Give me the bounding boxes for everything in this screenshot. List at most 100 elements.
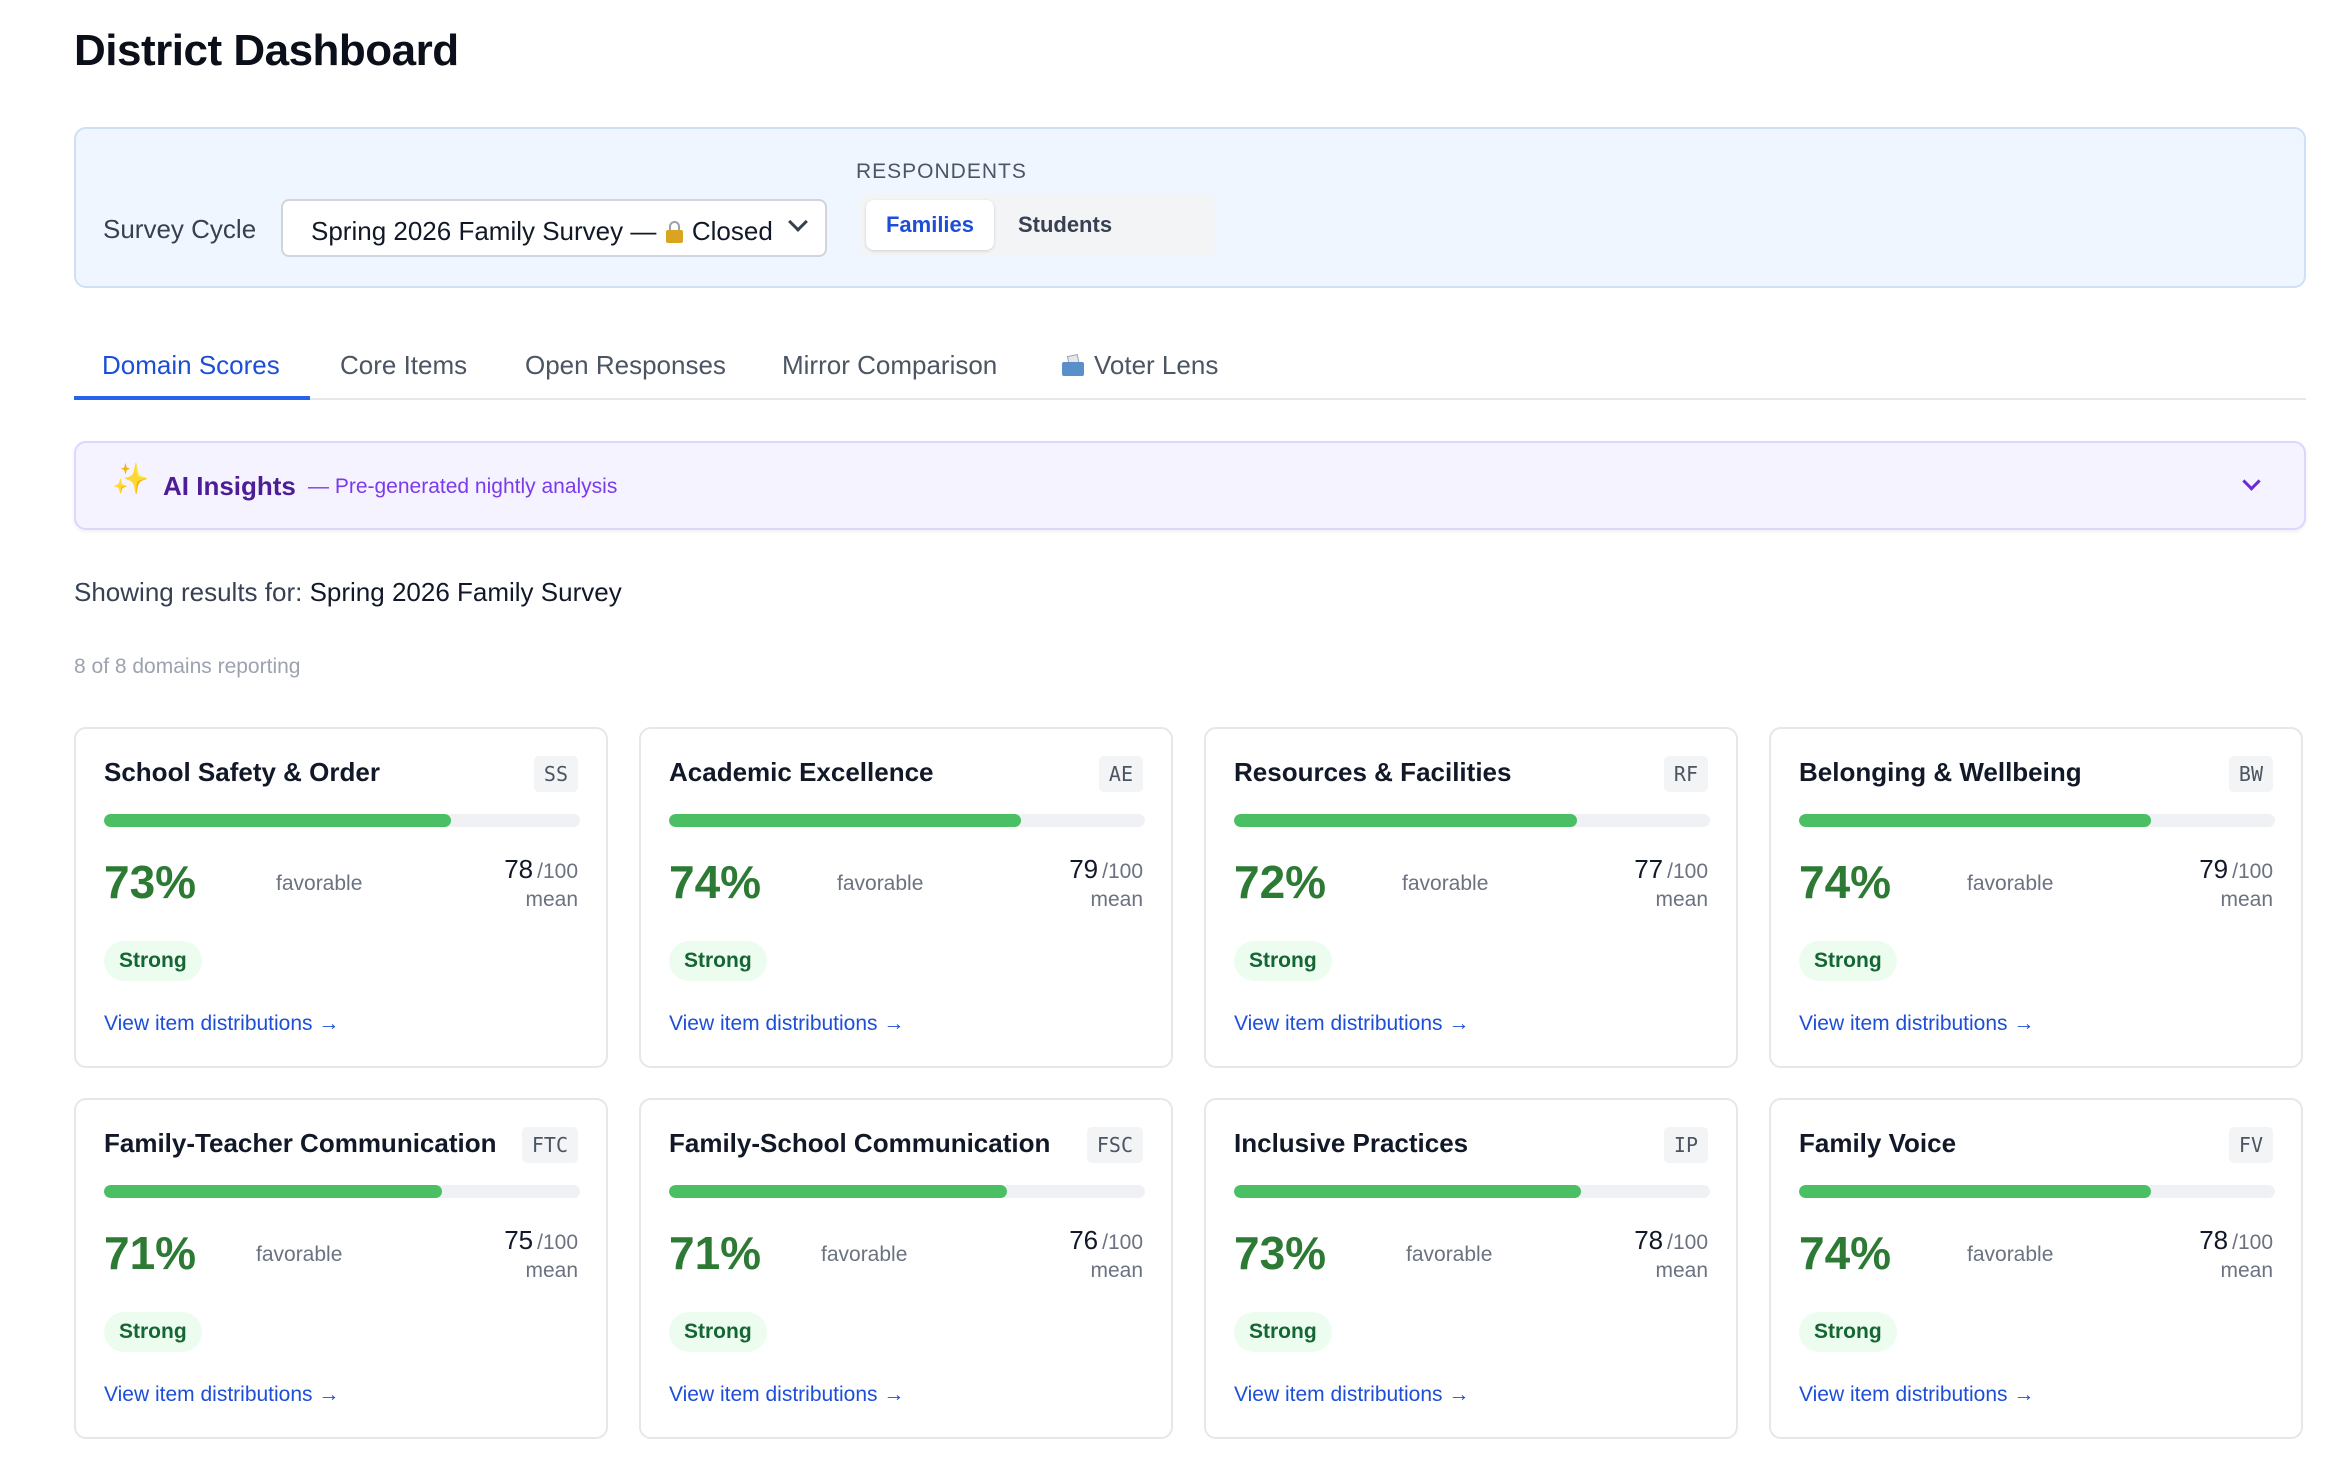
view-item-distributions-link[interactable]: View item distributions → — [1799, 1012, 2035, 1035]
domain-title: Family-School Communication — [669, 1128, 1051, 1158]
mean-score: 76/100 — [1069, 1225, 1143, 1256]
domain-code: SS — [533, 756, 578, 792]
favorable-percent: 73% — [1234, 1227, 1327, 1279]
status-badge: Strong — [669, 1312, 767, 1352]
view-item-distributions-link[interactable]: View item distributions → — [669, 1383, 905, 1406]
favorable-progress-fill — [1799, 814, 2152, 827]
domain-code: AE — [1098, 756, 1143, 792]
domain-card: Family-School Communication FSC 71% favorab… — [639, 1098, 1173, 1439]
domains-reporting-count: 8 of 8 domains reporting — [74, 655, 301, 678]
favorable-label: favorable — [821, 1243, 908, 1266]
domain-title: Academic Excellence — [669, 757, 934, 787]
view-item-distributions-link[interactable]: View item distributions → — [1234, 1012, 1470, 1035]
tab-bar: Domain Scores Core Items Open Responses … — [74, 336, 2306, 400]
ballot-box-icon — [1062, 353, 1084, 376]
domain-card: Academic Excellence AE 74% favorable 79/100 m… — [639, 727, 1173, 1068]
favorable-progress-bar — [1234, 814, 1710, 827]
domain-card: Family Voice FV 74% favorable 78/100 mean Stro… — [1769, 1098, 2303, 1439]
favorable-label: favorable — [837, 872, 924, 895]
survey-cycle-status: Closed — [691, 216, 773, 246]
domain-title: Belonging & Wellbeing — [1799, 757, 2082, 787]
status-badge: Strong — [104, 941, 202, 981]
respondents-families-button[interactable]: Families — [866, 200, 994, 250]
mean-denominator: /100 — [537, 860, 578, 883]
view-item-distributions-link[interactable]: View item distributions → — [104, 1383, 340, 1406]
favorable-progress-fill — [1799, 1185, 2152, 1198]
lock-icon — [665, 221, 683, 243]
favorable-progress-fill — [104, 814, 452, 827]
view-item-distributions-link[interactable]: View item distributions → — [1799, 1383, 2035, 1406]
favorable-progress-bar — [1799, 1185, 2275, 1198]
favorable-label: favorable — [1402, 872, 1489, 895]
domain-code: BW — [2228, 756, 2273, 792]
mean-denominator: /100 — [2232, 860, 2273, 883]
domain-code: IP — [1663, 1127, 1708, 1163]
status-badge: Strong — [1234, 941, 1332, 981]
respondents-students-button[interactable]: Students — [1017, 212, 1113, 237]
view-item-distributions-link[interactable]: View item distributions → — [104, 1012, 340, 1035]
mean-value: 76 — [1069, 1225, 1099, 1255]
favorable-label: favorable — [1406, 1243, 1493, 1266]
mean-value: 78 — [504, 854, 534, 884]
domain-code: FSC — [1086, 1127, 1143, 1163]
domain-code: FTC — [521, 1127, 578, 1163]
mean-score: 79/100 — [1069, 854, 1143, 885]
domain-card: School Safety & Order SS 73% favorable 78/10… — [74, 727, 608, 1068]
status-badge: Strong — [104, 1312, 202, 1352]
favorable-progress-bar — [1234, 1185, 1710, 1198]
showing-results: Showing results for: Spring 2026 Family … — [74, 577, 622, 608]
favorable-label: favorable — [1967, 1243, 2054, 1266]
tab-voter-lens-label: Voter Lens — [1094, 350, 1219, 380]
mean-value: 78 — [2199, 1225, 2229, 1255]
favorable-progress-fill — [669, 814, 1022, 827]
favorable-percent: 74% — [1799, 856, 1892, 908]
domain-title: Resources & Facilities — [1234, 757, 1512, 787]
mean-score: 77/100 — [1634, 854, 1708, 885]
status-badge: Strong — [1234, 1312, 1332, 1352]
tab-open-responses[interactable]: Open Responses — [525, 350, 726, 380]
tab-voter-lens[interactable]: Voter Lens — [1062, 350, 1218, 381]
favorable-progress-bar — [104, 814, 580, 827]
page-title: District Dashboard — [74, 26, 459, 75]
domain-card: Belonging & Wellbeing BW 74% favorable 79/10… — [1769, 727, 2303, 1068]
view-item-distributions-link[interactable]: View item distributions → — [1234, 1383, 1470, 1406]
ai-insights-panel[interactable]: ✨ AI Insights — Pre-generated nightly an… — [74, 441, 2306, 530]
survey-cycle-value: Spring 2026 Family Survey — Closed — [311, 216, 773, 247]
tab-mirror-comparison[interactable]: Mirror Comparison — [782, 350, 998, 380]
respondents-label: RESPONDENTS — [856, 160, 1027, 183]
favorable-percent: 74% — [1799, 1227, 1892, 1279]
view-item-distributions-link[interactable]: View item distributions → — [669, 1012, 905, 1035]
favorable-percent: 71% — [104, 1227, 197, 1279]
mean-denominator: /100 — [1667, 860, 1708, 883]
domain-code: RF — [1663, 756, 1708, 792]
status-badge: Strong — [669, 941, 767, 981]
tab-domain-scores[interactable]: Domain Scores — [102, 350, 280, 380]
tab-core-items[interactable]: Core Items — [340, 350, 468, 380]
mean-denominator: /100 — [1667, 1231, 1708, 1254]
favorable-progress-bar — [104, 1185, 580, 1198]
survey-cycle-select[interactable]: Spring 2026 Family Survey — Closed — [281, 199, 827, 257]
mean-label: mean — [2220, 888, 2273, 911]
favorable-label: favorable — [1967, 872, 2054, 895]
mean-label: mean — [525, 888, 578, 911]
mean-value: 78 — [1634, 1225, 1664, 1255]
domain-title: Inclusive Practices — [1234, 1128, 1469, 1158]
favorable-progress-bar — [669, 1185, 1145, 1198]
ai-insights-title: AI Insights — [163, 471, 296, 501]
chevron-down-icon[interactable] — [2242, 472, 2261, 491]
domain-title: Family-Teacher Communication — [104, 1128, 497, 1158]
survey-cycle-name: Spring 2026 Family Survey — — [311, 216, 657, 246]
domain-title: School Safety & Order — [104, 757, 380, 787]
mean-value: 75 — [504, 1225, 534, 1255]
mean-label: mean — [1655, 1259, 1708, 1282]
favorable-progress-bar — [1799, 814, 2275, 827]
mean-denominator: /100 — [1102, 1231, 1143, 1254]
favorable-label: favorable — [276, 872, 363, 895]
favorable-percent: 72% — [1234, 856, 1327, 908]
showing-survey-name: Spring 2026 Family Survey — [309, 577, 622, 607]
mean-label: mean — [1090, 888, 1143, 911]
mean-label: mean — [2220, 1259, 2273, 1282]
respondents-toggle: Families Students — [860, 194, 1215, 256]
favorable-percent: 71% — [669, 1227, 762, 1279]
ai-insights-subtitle: — Pre-generated nightly analysis — [308, 475, 618, 498]
